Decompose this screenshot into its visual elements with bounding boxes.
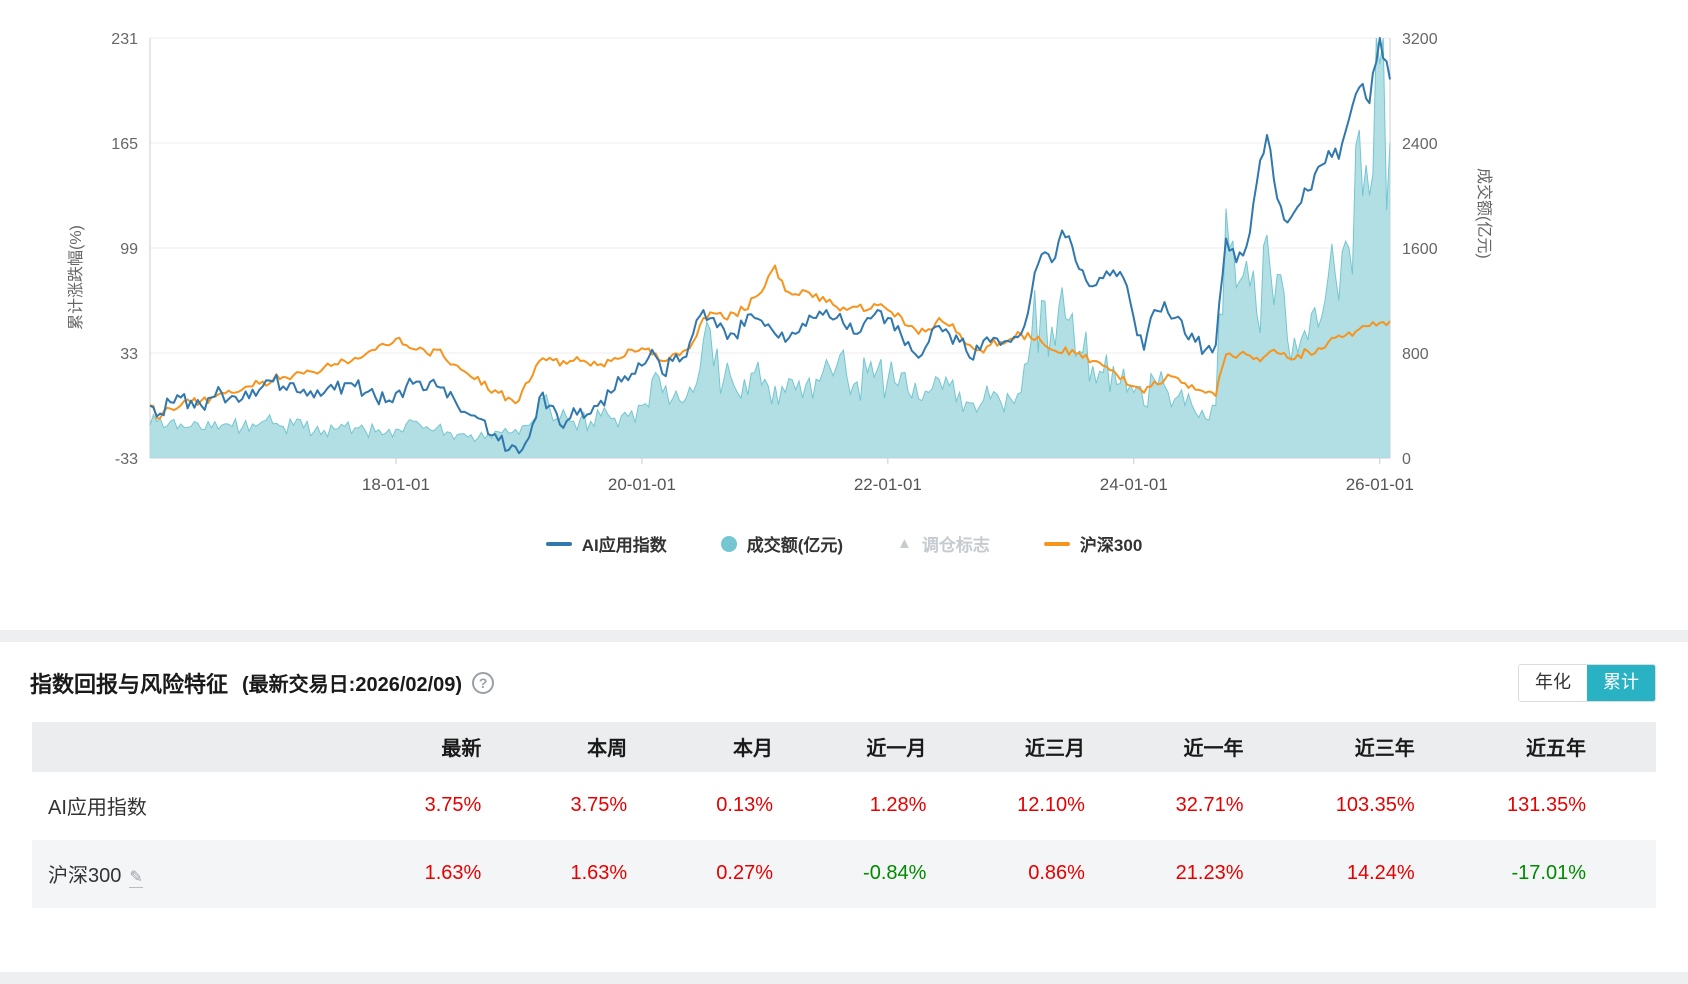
legend-item-2[interactable]: 成交额(亿元) — [720, 531, 844, 556]
right-axis-tick: 0 — [1402, 451, 1411, 468]
latest-trading-date: (最新交易日:2026/02/09) — [242, 674, 463, 697]
returns-panel: 指数回报与风险特征 (最新交易日:2026/02/09) ? 年化 累计 最新 本… — [0, 642, 1688, 972]
legend-line-swatch — [545, 541, 572, 546]
col-header-4: 近一月 — [866, 738, 927, 761]
return-value: 131.35% — [1507, 794, 1586, 817]
table-row-2: 沪深300 ✎ 1.63% 1.63% 0.27% -0.84% 0.86% 21.23% 14… — [32, 839, 1656, 908]
return-value: 21.23% — [1175, 862, 1244, 885]
return-value: 1.63% — [424, 862, 482, 885]
left-axis-tick: 165 — [111, 136, 138, 153]
left-axis-tick: 99 — [120, 241, 138, 258]
index-name-label: AI应用指数 — [48, 797, 147, 820]
left-axis-title: 累计涨跌幅(%) — [68, 225, 85, 330]
left-axis-tick: 33 — [120, 346, 138, 363]
x-axis-tick: 22-01-01 — [854, 475, 922, 494]
panel-title: 指数回报与风险特征 — [30, 671, 229, 697]
left-axis-tick: -33 — [115, 451, 138, 468]
index-name-label: 沪深300 — [48, 865, 122, 888]
x-axis-tick: 18-01-01 — [362, 475, 430, 494]
legend-item-4[interactable]: 沪深300 — [1043, 531, 1143, 556]
x-axis-tick: 26-01-01 — [1346, 475, 1414, 494]
triangle-marker-icon: ▲ — [897, 535, 912, 552]
legend-item-3[interactable]: ▲ 调仓标志 — [897, 531, 990, 556]
return-value: 0.27% — [716, 862, 773, 885]
x-axis-tick: 24-01-01 — [1100, 475, 1168, 494]
return-value: 103.35% — [1335, 794, 1415, 817]
right-axis-tick: 1600 — [1402, 241, 1438, 258]
return-value: 1.63% — [570, 862, 628, 885]
return-value: 0.13% — [716, 794, 773, 817]
return-value: -0.84% — [863, 862, 927, 885]
table-row-1: AI应用指数 3.75% 3.75% 0.13% 1.28% 12.10% 32.71% 10… — [32, 772, 1656, 840]
return-value: 14.24% — [1346, 862, 1415, 885]
legend-label: 沪深300 — [1079, 536, 1143, 555]
returns-table-head: 最新 本周 本月 近一月 近三月 近一年 近三年 近五年 — [32, 721, 1656, 772]
legend-label: 调仓标志 — [921, 536, 990, 555]
return-value: 3.75% — [570, 794, 628, 817]
col-header-7: 近三年 — [1354, 738, 1415, 761]
col-header-5: 近三月 — [1024, 738, 1085, 761]
col-header-6: 近一年 — [1183, 738, 1244, 761]
right-axis-tick: 800 — [1402, 346, 1429, 363]
toggle-cumulative[interactable]: 累计 — [1587, 665, 1655, 701]
col-header-2: 本周 — [587, 738, 628, 761]
left-axis-tick: 231 — [111, 31, 138, 48]
return-mode-toggle: 年化 累计 — [1518, 664, 1656, 702]
edit-pencil-icon[interactable]: ✎ — [129, 869, 143, 889]
right-axis-title: 成交额(亿元) — [1475, 168, 1492, 259]
col-header-8: 近五年 — [1526, 738, 1586, 761]
return-value: -17.01% — [1511, 862, 1587, 885]
legend-label: 成交额(亿元) — [746, 536, 844, 555]
legend-item-1[interactable]: AI应用指数 — [545, 531, 667, 556]
help-icon[interactable]: ? — [472, 671, 495, 694]
legend-label: AI应用指数 — [581, 536, 667, 555]
chart-legend: AI应用指数 成交额(亿元) ▲ 调仓标志 沪深300 — [0, 531, 1688, 556]
row-name: 沪深300 ✎ — [32, 840, 406, 908]
returns-panel-header: 指数回报与风险特征 (最新交易日:2026/02/09) ? 年化 累计 — [0, 642, 1688, 722]
x-axis-tick: 20-01-01 — [608, 475, 676, 494]
index-performance-chart[interactable]: 231 3200 165 2400 99 1600 33 800 -33 0 18-01-01 20-… — [0, 10, 1688, 515]
return-value: 0.86% — [1028, 862, 1085, 885]
return-value: 32.71% — [1175, 794, 1244, 817]
return-value: 3.75% — [424, 794, 482, 817]
toggle-annualized[interactable]: 年化 — [1519, 665, 1587, 701]
return-value: 1.28% — [869, 794, 927, 817]
hs300-line-series — [149, 264, 1391, 420]
right-axis-tick: 3200 — [1402, 31, 1438, 48]
index-chart-panel: 231 3200 165 2400 99 1600 33 800 -33 0 18-01-01 20-… — [0, 0, 1688, 630]
col-header-1: 最新 — [441, 738, 482, 761]
col-header-3: 本月 — [733, 738, 773, 761]
row-name: AI应用指数 — [32, 772, 406, 840]
name-column-header — [32, 722, 406, 772]
return-value: 12.10% — [1017, 794, 1085, 817]
legend-line-swatch — [1043, 541, 1070, 546]
index-line-series — [149, 37, 1391, 455]
legend-circle-swatch — [720, 535, 737, 552]
right-axis-tick: 2400 — [1402, 136, 1438, 153]
returns-table: 最新 本周 本月 近一月 近三月 近一年 近三年 近五年 AI应用指数 3.75% 3.75% 0.… — [32, 721, 1656, 908]
